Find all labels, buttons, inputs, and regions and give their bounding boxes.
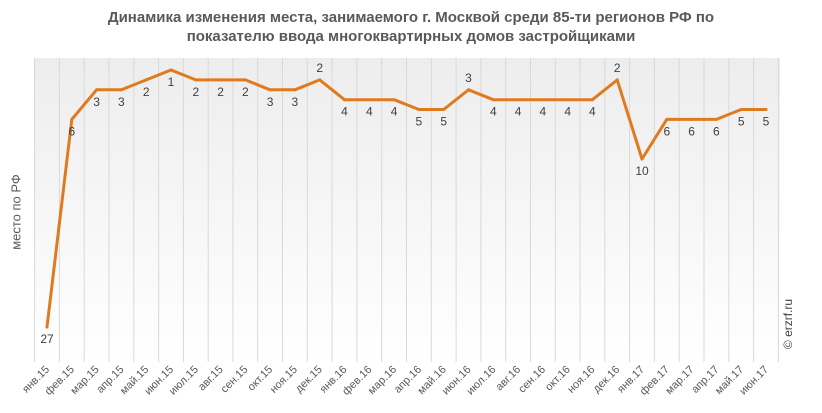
data-point: [665, 118, 668, 121]
data-point: [641, 158, 644, 161]
data-label: 5: [763, 115, 770, 129]
data-label: 3: [292, 95, 299, 109]
data-label: 4: [564, 105, 571, 119]
data-point: [269, 88, 272, 91]
data-point: [194, 78, 197, 81]
data-point: [616, 78, 619, 81]
data-label: 2: [242, 85, 249, 99]
data-point: [715, 118, 718, 121]
data-label: 10: [635, 164, 649, 178]
data-label: 4: [589, 105, 596, 119]
data-label: 6: [713, 124, 720, 138]
data-point: [318, 78, 321, 81]
data-point: [293, 88, 296, 91]
data-point: [765, 108, 768, 111]
data-point: [566, 98, 569, 101]
data-point: [517, 98, 520, 101]
data-point: [343, 98, 346, 101]
data-label: 3: [118, 95, 125, 109]
data-point: [368, 98, 371, 101]
x-tick-label: сен.16: [516, 364, 548, 396]
watermark-text: © erzrf.ru: [781, 299, 795, 349]
data-label: 2: [614, 61, 621, 75]
data-label: 3: [267, 95, 274, 109]
data-point: [541, 98, 544, 101]
data-point: [492, 98, 495, 101]
data-point: [70, 118, 73, 121]
x-axis-ticks: янв.15фев.15мар.15апр.15май.15июн.15июл.…: [20, 364, 771, 398]
data-label: 27: [40, 332, 54, 346]
data-label: 5: [416, 115, 423, 129]
data-label: 5: [738, 115, 745, 129]
data-point: [467, 88, 470, 91]
x-tick-label: ноя.16: [565, 364, 597, 396]
data-point: [393, 98, 396, 101]
data-point: [170, 69, 173, 72]
data-label: 4: [366, 105, 373, 119]
data-label: 3: [93, 95, 100, 109]
data-point: [417, 108, 420, 111]
x-tick-label: сен.15: [219, 364, 251, 396]
data-point: [244, 78, 247, 81]
data-label: 4: [341, 105, 348, 119]
data-point: [120, 88, 123, 91]
data-label: 4: [391, 105, 398, 119]
data-label: 4: [540, 105, 547, 119]
data-point: [591, 98, 594, 101]
data-label: 2: [316, 61, 323, 75]
data-label: 2: [192, 85, 199, 99]
data-point: [46, 326, 49, 329]
data-label: 4: [515, 105, 522, 119]
data-point: [219, 78, 222, 81]
data-label: 6: [688, 124, 695, 138]
data-label: 5: [440, 115, 447, 129]
data-label: 2: [217, 85, 224, 99]
data-label: 3: [465, 71, 472, 85]
x-tick-label: ноя.15: [268, 364, 300, 396]
data-label: 6: [68, 124, 75, 138]
data-point: [740, 108, 743, 111]
data-point: [95, 88, 98, 91]
data-label: 1: [168, 75, 175, 89]
data-label: 4: [490, 105, 497, 119]
data-point: [145, 78, 148, 81]
data-label: 6: [663, 124, 670, 138]
data-point: [442, 108, 445, 111]
data-point: [690, 118, 693, 121]
data-label: 2: [143, 85, 150, 99]
